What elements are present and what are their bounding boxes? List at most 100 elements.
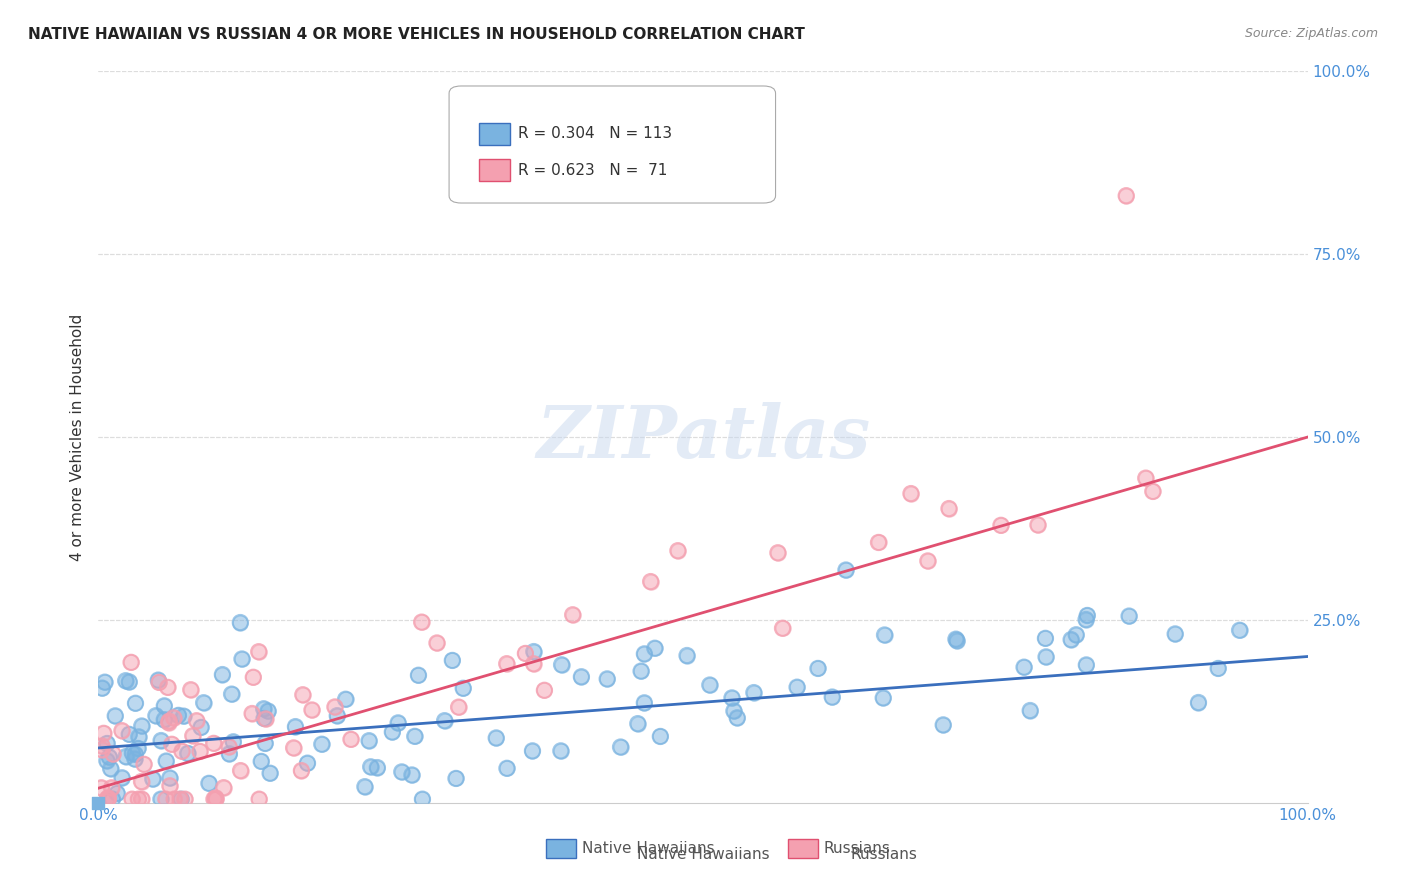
Point bbox=[633, 647, 655, 661]
Point bbox=[145, 708, 167, 723]
Point bbox=[1026, 517, 1049, 532]
Point bbox=[408, 668, 430, 682]
Point bbox=[176, 747, 198, 761]
Point bbox=[222, 735, 245, 749]
Point bbox=[495, 657, 517, 671]
Point bbox=[1074, 613, 1097, 627]
Point bbox=[128, 730, 150, 744]
Point bbox=[254, 736, 277, 750]
Point bbox=[1019, 704, 1042, 718]
Point bbox=[118, 674, 141, 689]
Point bbox=[627, 716, 650, 731]
Point bbox=[381, 725, 404, 739]
Point bbox=[1012, 660, 1035, 674]
FancyBboxPatch shape bbox=[449, 86, 776, 203]
Point bbox=[148, 673, 170, 687]
Point bbox=[204, 790, 226, 805]
Point bbox=[1076, 657, 1098, 672]
Point bbox=[523, 644, 546, 658]
Point bbox=[1060, 632, 1083, 647]
Point bbox=[105, 786, 128, 800]
Point bbox=[721, 690, 744, 705]
Point bbox=[900, 486, 922, 500]
Point bbox=[193, 696, 215, 710]
Point bbox=[1164, 627, 1187, 641]
Point bbox=[391, 764, 413, 779]
Point bbox=[633, 696, 655, 710]
Point bbox=[408, 668, 430, 682]
Point bbox=[87, 796, 110, 810]
Point bbox=[204, 790, 226, 805]
Point bbox=[181, 729, 204, 743]
Point bbox=[153, 713, 176, 727]
Point bbox=[132, 757, 155, 772]
FancyBboxPatch shape bbox=[479, 122, 509, 145]
Point bbox=[387, 715, 409, 730]
Point bbox=[132, 757, 155, 772]
Point bbox=[360, 760, 382, 774]
Point bbox=[1012, 660, 1035, 674]
Point bbox=[97, 790, 120, 805]
Point bbox=[250, 755, 273, 769]
Point bbox=[1187, 696, 1209, 710]
Point bbox=[447, 700, 470, 714]
Point bbox=[725, 711, 748, 725]
Point bbox=[115, 749, 138, 764]
Point bbox=[124, 747, 146, 762]
Point bbox=[633, 647, 655, 661]
Point bbox=[1076, 608, 1098, 623]
Point bbox=[101, 792, 124, 806]
Point bbox=[1118, 609, 1140, 624]
Point bbox=[335, 692, 357, 706]
Point bbox=[451, 681, 474, 696]
Point bbox=[96, 737, 118, 751]
Point bbox=[229, 615, 252, 630]
Point bbox=[120, 656, 142, 670]
Point bbox=[190, 720, 212, 734]
Point bbox=[650, 730, 672, 744]
Point bbox=[357, 733, 380, 747]
Point bbox=[353, 780, 375, 794]
Point bbox=[411, 615, 433, 629]
Point bbox=[98, 750, 121, 764]
Point bbox=[91, 739, 114, 753]
Point bbox=[485, 731, 508, 745]
Text: Native Hawaiians: Native Hawaiians bbox=[582, 841, 714, 856]
Point bbox=[181, 729, 204, 743]
Point bbox=[366, 761, 388, 775]
Point bbox=[561, 607, 583, 622]
Point bbox=[222, 735, 245, 749]
Point bbox=[496, 761, 519, 775]
Point bbox=[160, 737, 183, 751]
Point bbox=[148, 673, 170, 687]
Point bbox=[301, 703, 323, 717]
Point bbox=[291, 688, 314, 702]
Point bbox=[772, 621, 794, 635]
Point bbox=[167, 708, 190, 723]
Point bbox=[1118, 609, 1140, 624]
Point bbox=[772, 621, 794, 635]
Point bbox=[91, 742, 114, 756]
Point bbox=[100, 762, 122, 776]
Point bbox=[202, 736, 225, 750]
Point bbox=[550, 744, 572, 758]
Point bbox=[163, 792, 186, 806]
Point bbox=[115, 749, 138, 764]
Point bbox=[630, 664, 652, 678]
Point bbox=[609, 739, 631, 754]
Point bbox=[522, 744, 544, 758]
Point bbox=[742, 685, 765, 699]
Point bbox=[97, 792, 120, 806]
Point bbox=[571, 670, 593, 684]
Point bbox=[173, 709, 195, 723]
Text: R = 0.304   N = 113: R = 0.304 N = 113 bbox=[517, 126, 672, 141]
Point bbox=[157, 715, 180, 730]
Point bbox=[946, 633, 969, 648]
Point bbox=[938, 501, 960, 516]
Point bbox=[786, 680, 808, 694]
Point bbox=[835, 563, 858, 577]
Point bbox=[254, 712, 277, 726]
Point bbox=[169, 792, 191, 806]
Point bbox=[627, 716, 650, 731]
Point bbox=[142, 772, 165, 786]
